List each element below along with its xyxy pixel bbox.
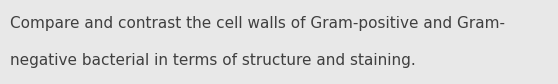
Text: Compare and contrast the cell walls of Gram-positive and Gram-: Compare and contrast the cell walls of G…	[10, 16, 505, 31]
Text: negative bacterial in terms of structure and staining.: negative bacterial in terms of structure…	[10, 53, 416, 68]
